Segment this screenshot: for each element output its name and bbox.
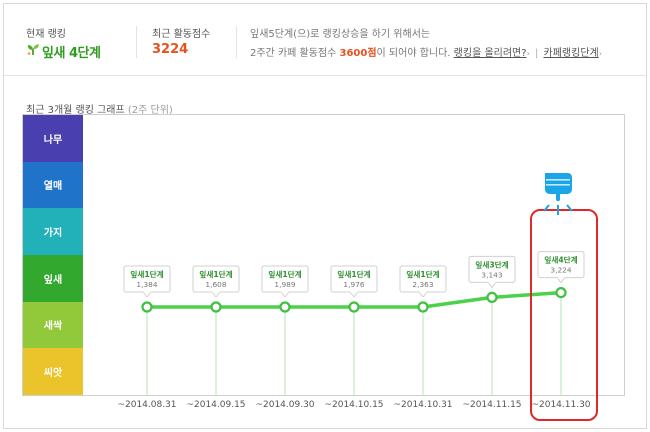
x-tick-label: ~2014.10.31 xyxy=(393,400,453,410)
how-to-raise-rank-link[interactable]: 랭킹을 올리려면? xyxy=(453,48,527,59)
requirement-text: 2주간 카페 활동점수 xyxy=(250,48,340,59)
divider xyxy=(136,26,137,58)
point-score-label: 3,224 xyxy=(550,266,571,275)
point-score-label: 1,608 xyxy=(205,280,226,289)
ranking-chart: 나무 열매 가지 잎새 새싹 씨앗 잎새1단계 1,384 잎새1단계 1,608 잎새1단계 1,… xyxy=(22,114,625,396)
x-tick-label: ~2014.09.15 xyxy=(186,400,246,410)
x-tick-label: ~2014.08.31 xyxy=(117,400,177,410)
point-score-label: 1,384 xyxy=(136,280,157,289)
separator: | xyxy=(534,48,539,59)
data-point xyxy=(486,291,498,303)
x-tick-label: ~2014.11.15 xyxy=(462,400,522,410)
divider xyxy=(236,26,237,58)
current-rank-value: 잎새 4단계 xyxy=(42,46,101,61)
ranking-line-plot: 잎새1단계1,384잎새1단계1,608잎새1단계1,989잎새1단계1,976… xyxy=(123,251,585,395)
data-point xyxy=(348,301,360,313)
x-tick-label: ~2014.09.30 xyxy=(255,400,315,410)
point-stage-label: 잎새3단계 xyxy=(475,259,508,269)
point-stage-label: 잎새1단계 xyxy=(268,269,301,279)
point-stage-label: 잎새4단계 xyxy=(544,255,577,265)
sprout-icon xyxy=(27,44,39,55)
x-tick-label: ~2014.11.30 xyxy=(531,400,591,410)
rank-up-requirement: 2주간 카페 활동점수 3600점이 되어야 합니다. 랭킹을 올리려면?› |… xyxy=(250,44,602,59)
graph-unit: (2주 단위) xyxy=(127,105,173,116)
level-band-4: 잎새 xyxy=(23,255,83,302)
point-stage-label: 잎새1단계 xyxy=(130,269,163,279)
activity-score-label: 최근 활동점수 xyxy=(152,29,211,40)
requirement-text-end: 이 되어야 합니다. xyxy=(376,48,451,59)
current-period-highlight xyxy=(530,209,598,421)
required-points: 3600점 xyxy=(339,48,377,59)
graph-title-text: 최근 3개월 랭킹 그래프 xyxy=(26,105,125,116)
chevron-right-icon: › xyxy=(526,49,530,58)
level-band-3: 가지 xyxy=(23,208,83,255)
x-tick-label: ~2014.10.15 xyxy=(324,400,384,410)
point-stage-label: 잎새1단계 xyxy=(199,269,232,279)
graph-title: 최근 3개월 랭킹 그래프 (2주 단위) xyxy=(26,101,173,116)
pointing-hand-icon xyxy=(543,173,573,215)
data-point xyxy=(417,301,429,313)
point-score-label: 1,976 xyxy=(343,280,364,289)
x-axis-labels: ~2014.08.31 ~2014.09.15 ~2014.09.30 ~2014.1… xyxy=(22,400,625,414)
data-point xyxy=(555,287,567,299)
point-stage-label: 잎새1단계 xyxy=(406,269,439,279)
level-band-6: 씨앗 xyxy=(23,348,83,395)
chevron-right-icon: › xyxy=(598,49,602,58)
data-point xyxy=(279,301,291,313)
rank-up-notice: 잎새5단계(으)로 랭킹상승을 하기 위해서는 xyxy=(250,29,431,40)
cafe-rank-levels-link[interactable]: 카페랭킹단계 xyxy=(543,48,599,59)
activity-score-value: 3224 xyxy=(152,42,189,57)
level-band-1: 나무 xyxy=(23,115,83,162)
data-point xyxy=(210,301,222,313)
level-axis: 나무 열매 가지 잎새 새싹 씨앗 xyxy=(23,115,83,395)
point-stage-label: 잎새1단계 xyxy=(337,269,370,279)
point-score-label: 2,363 xyxy=(412,280,433,289)
current-rank-label: 현재 랭킹 xyxy=(26,29,66,40)
ranking-summary: 현재 랭킹 잎새 4단계 최근 활동점수 3224 잎새5단계(으)로 랭킹상승… xyxy=(4,4,646,76)
point-score-label: 1,989 xyxy=(274,280,295,289)
level-band-2: 열매 xyxy=(23,161,83,209)
data-point xyxy=(141,301,153,313)
point-score-label: 3,143 xyxy=(481,270,502,279)
level-band-5: 새싹 xyxy=(23,301,83,349)
